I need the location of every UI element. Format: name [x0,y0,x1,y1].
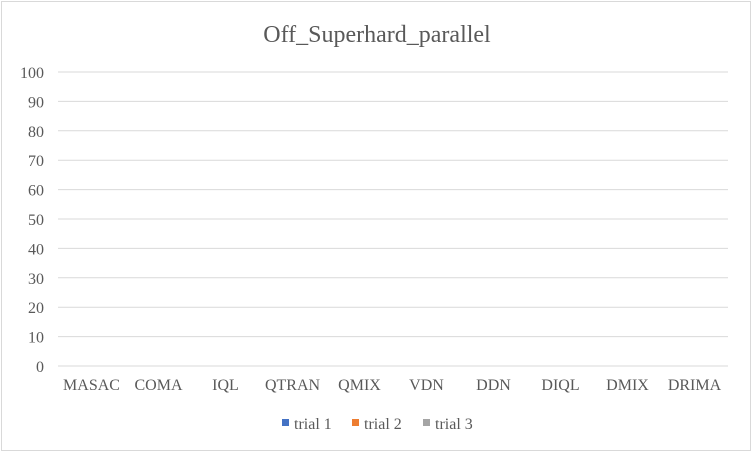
chart-title: Off_Superhard_parallel [263,22,491,48]
chart-frame: Off_Superhard_parallel 0 10 20 30 40 50 60 70 80… [1,1,751,451]
legend-swatch [352,419,359,426]
x-tick-label: DIQL [541,377,579,394]
y-tick-label: 0 [36,359,44,376]
y-tick-label: 30 [28,271,44,288]
y-tick-label: 40 [28,241,44,258]
y-tick-label: 80 [28,124,44,141]
x-tick-label: IQL [212,377,239,394]
legend-label: trial 3 [435,416,473,433]
y-tick-label: 70 [28,153,44,170]
x-axis-ticks: MASAC COMA IQL QTRAN QMIX VDN DDN DIQL DMIX DRIMA [63,377,722,394]
x-tick-label: DRIMA [668,377,722,394]
x-tick-label: QTRAN [265,377,321,394]
y-tick-label: 100 [20,65,44,82]
x-tick-label: VDN [409,377,444,394]
y-tick-label: 20 [28,300,44,317]
y-tick-label: 60 [28,183,44,200]
y-tick-label: 10 [28,330,44,347]
y-axis-ticks: 0 10 20 30 40 50 60 70 80 90 100 [20,65,44,376]
x-tick-label: COMA [134,377,182,394]
legend: trial 1 trial 2 trial 3 [282,416,473,433]
legend-swatch [282,419,289,426]
legend-label: trial 2 [364,416,402,433]
legend-label: trial 1 [294,416,332,433]
x-tick-label: DDN [476,377,511,394]
gridlines [58,71,728,367]
x-tick-label: MASAC [63,377,120,394]
y-tick-label: 50 [28,212,44,229]
legend-swatch [423,419,430,426]
x-tick-label: DMIX [606,377,649,394]
x-tick-label: QMIX [338,377,381,394]
y-tick-label: 90 [28,94,44,111]
chart-svg: Off_Superhard_parallel 0 10 20 30 40 50 60 70 80… [20,22,728,433]
